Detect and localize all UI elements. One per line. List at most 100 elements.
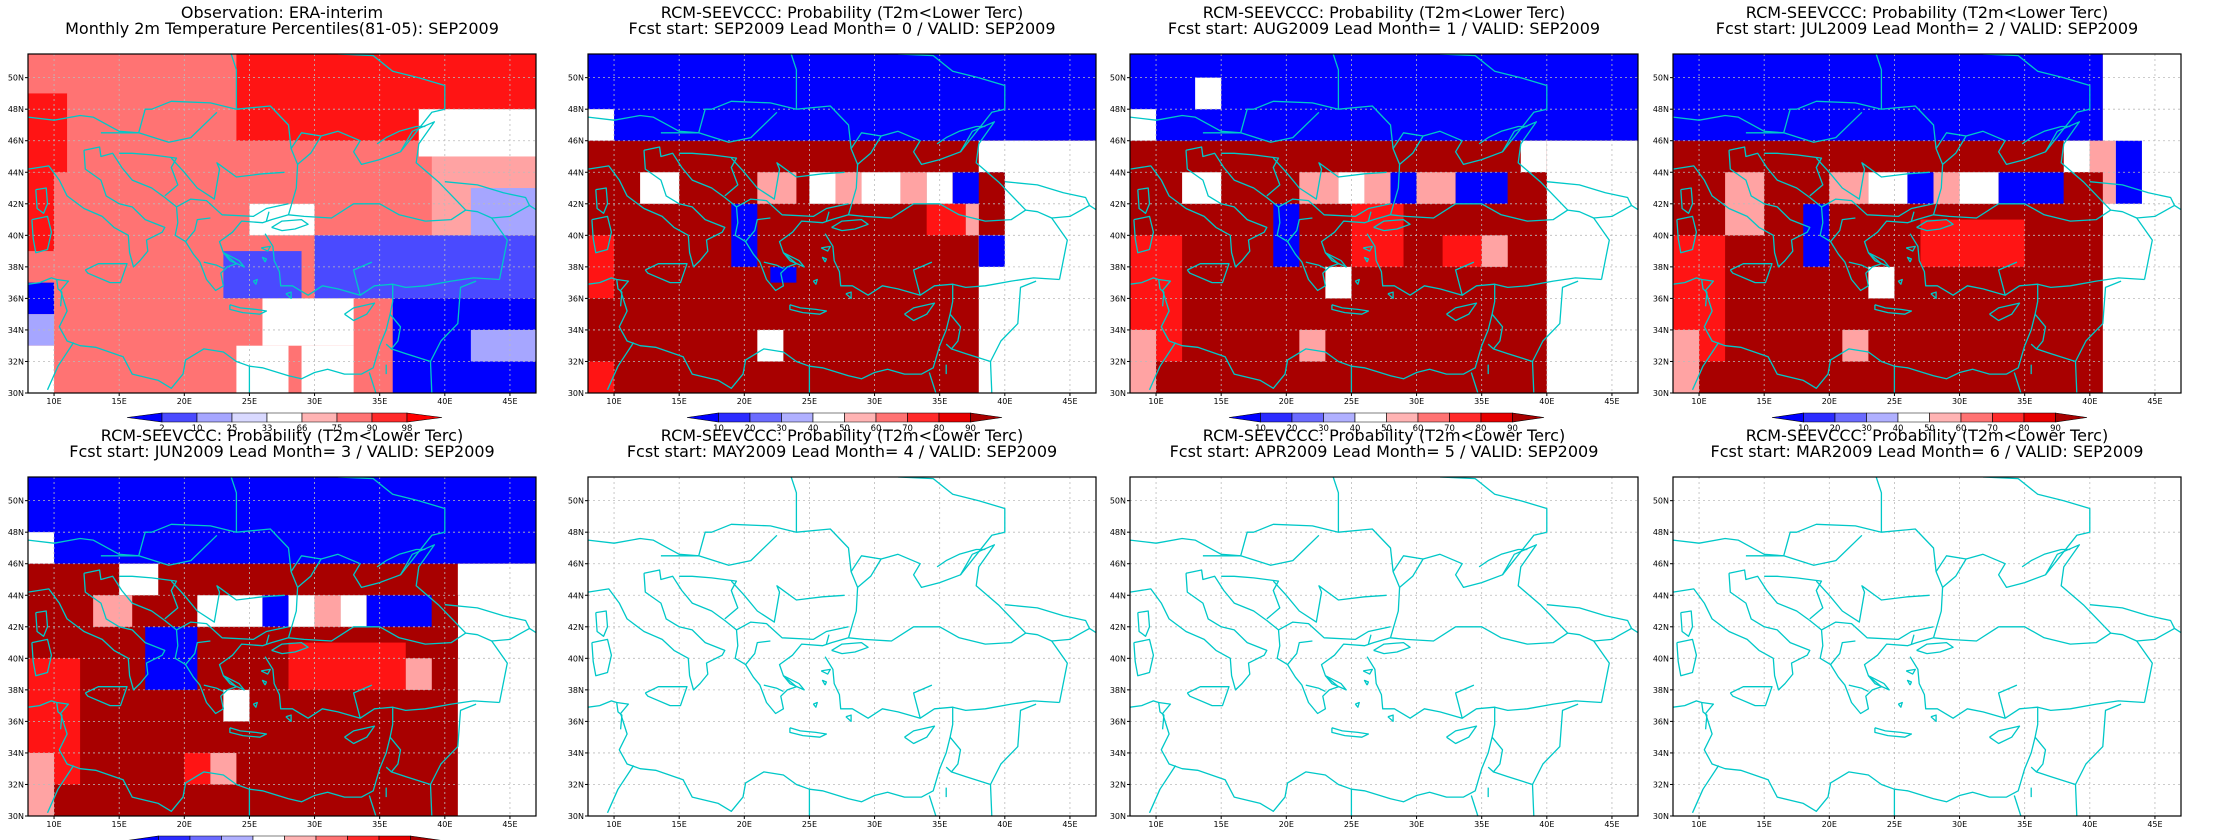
lon-tick-label: 35E (2017, 397, 2032, 406)
coastline (2030, 313, 2047, 350)
coastline (35, 610, 49, 637)
coastline (230, 477, 238, 533)
coastline (1185, 569, 1391, 715)
coastline (28, 233, 394, 389)
coastline (588, 150, 726, 268)
colorbar-label: 80 (1476, 424, 1487, 434)
lon-tick-label: 20E (1279, 820, 1294, 829)
lat-tick-label: 42N (8, 623, 24, 632)
coastline (1221, 152, 1281, 197)
coastline (1764, 575, 1824, 620)
lon-tick-label: 45E (2147, 397, 2162, 406)
colorbar-segment (1260, 412, 1293, 423)
lat-tick-label: 42N (1653, 200, 1669, 209)
coastline (1992, 815, 1993, 816)
colorbar: 2 10 25 33 66 75 90 98 (126, 412, 443, 434)
colorbar-segment (1771, 412, 1804, 423)
coastline (1331, 727, 1370, 738)
lon-tick-label: 10E (1148, 397, 1163, 406)
coastline (698, 100, 852, 149)
coastline (185, 217, 211, 243)
coastline (1367, 211, 1372, 222)
grid-cell (262, 298, 354, 346)
lon-tick-label: 25E (802, 397, 817, 406)
colorbar-segment (1354, 412, 1387, 423)
grid-cell (588, 235, 615, 299)
lat-tick-label: 32N (1110, 780, 1126, 789)
grid-cell (1442, 235, 1482, 267)
lat-tick-label: 40N (8, 231, 24, 240)
colorbar-segment (252, 835, 285, 840)
lat-tick-label: 48N (1653, 528, 1669, 537)
lat-tick-label: 34N (8, 326, 24, 335)
lat-tick-label: 30N (1110, 812, 1126, 821)
grid-cell (366, 595, 432, 627)
lon-tick-label: 15E (1757, 820, 1772, 829)
coastline (56, 702, 63, 730)
lat-tick-label: 38N (568, 263, 584, 272)
lon-tick-label: 10E (1691, 820, 1706, 829)
lon-tick-label: 40E (437, 820, 452, 829)
coastline (265, 634, 270, 645)
lat-tick-label: 38N (1653, 686, 1669, 695)
map-frame (587, 53, 1097, 394)
lat-tick-label: 32N (8, 357, 24, 366)
lon-tick-label: 15E (1214, 397, 1229, 406)
coastline (812, 701, 818, 708)
coastline (763, 684, 784, 692)
grid-cell (470, 188, 536, 236)
lat-tick-label: 42N (1110, 623, 1126, 632)
lon-tick-label: 40E (1539, 397, 1554, 406)
coastline (2013, 372, 2022, 393)
lon-tick-label: 35E (1474, 820, 1489, 829)
colorbar-segment (336, 412, 373, 423)
coastline (1905, 245, 1916, 252)
coastline (951, 771, 993, 816)
grid-cell (418, 109, 536, 157)
coastline (1324, 675, 1347, 691)
coastline (1982, 477, 2091, 576)
lat-tick-label: 46N (568, 560, 584, 569)
coastline (261, 679, 268, 686)
grid-cell (965, 203, 979, 236)
coastline (391, 771, 433, 816)
coastline (616, 702, 623, 730)
coastline (1392, 555, 1424, 588)
coastline (185, 640, 211, 666)
lon-tick-label: 20E (737, 397, 752, 406)
lon-tick-label: 20E (177, 397, 192, 406)
coastline (952, 277, 1060, 289)
coastline (1745, 534, 1863, 566)
colorbar-segment (1480, 412, 1513, 423)
panel-title: RCM-SEEVCCC: Probability (T2m<Lower Terc… (1203, 426, 1565, 445)
coastline (1673, 233, 2039, 389)
lat-tick-label: 32N (1653, 357, 1669, 366)
coastline (100, 111, 218, 143)
colorbar-label: 2 (159, 424, 164, 434)
coastline (897, 477, 1006, 576)
colorbar-segment (371, 412, 408, 423)
lat-tick-label: 46N (1653, 137, 1669, 146)
grid-cell (28, 477, 536, 564)
coastline (1331, 304, 1370, 315)
coastline (588, 656, 954, 812)
colorbar-label: 25 (227, 424, 238, 434)
colorbar-segment (266, 412, 303, 423)
coastline (1848, 684, 1869, 692)
coastline (588, 537, 699, 557)
coastline (1221, 575, 1281, 620)
coastline (1240, 100, 1394, 149)
coastline (1728, 569, 1934, 715)
colorbar-segment (301, 412, 338, 423)
coastline (2013, 795, 2022, 816)
grid-cell (1868, 172, 1908, 204)
coastline (1701, 279, 1708, 307)
coastline (1392, 132, 1424, 165)
colorbar-segment (231, 412, 268, 423)
lat-tick-label: 30N (568, 389, 584, 398)
coastline (271, 641, 309, 655)
coastline (782, 675, 805, 691)
coastline (1673, 537, 1784, 557)
coastline (56, 279, 63, 307)
